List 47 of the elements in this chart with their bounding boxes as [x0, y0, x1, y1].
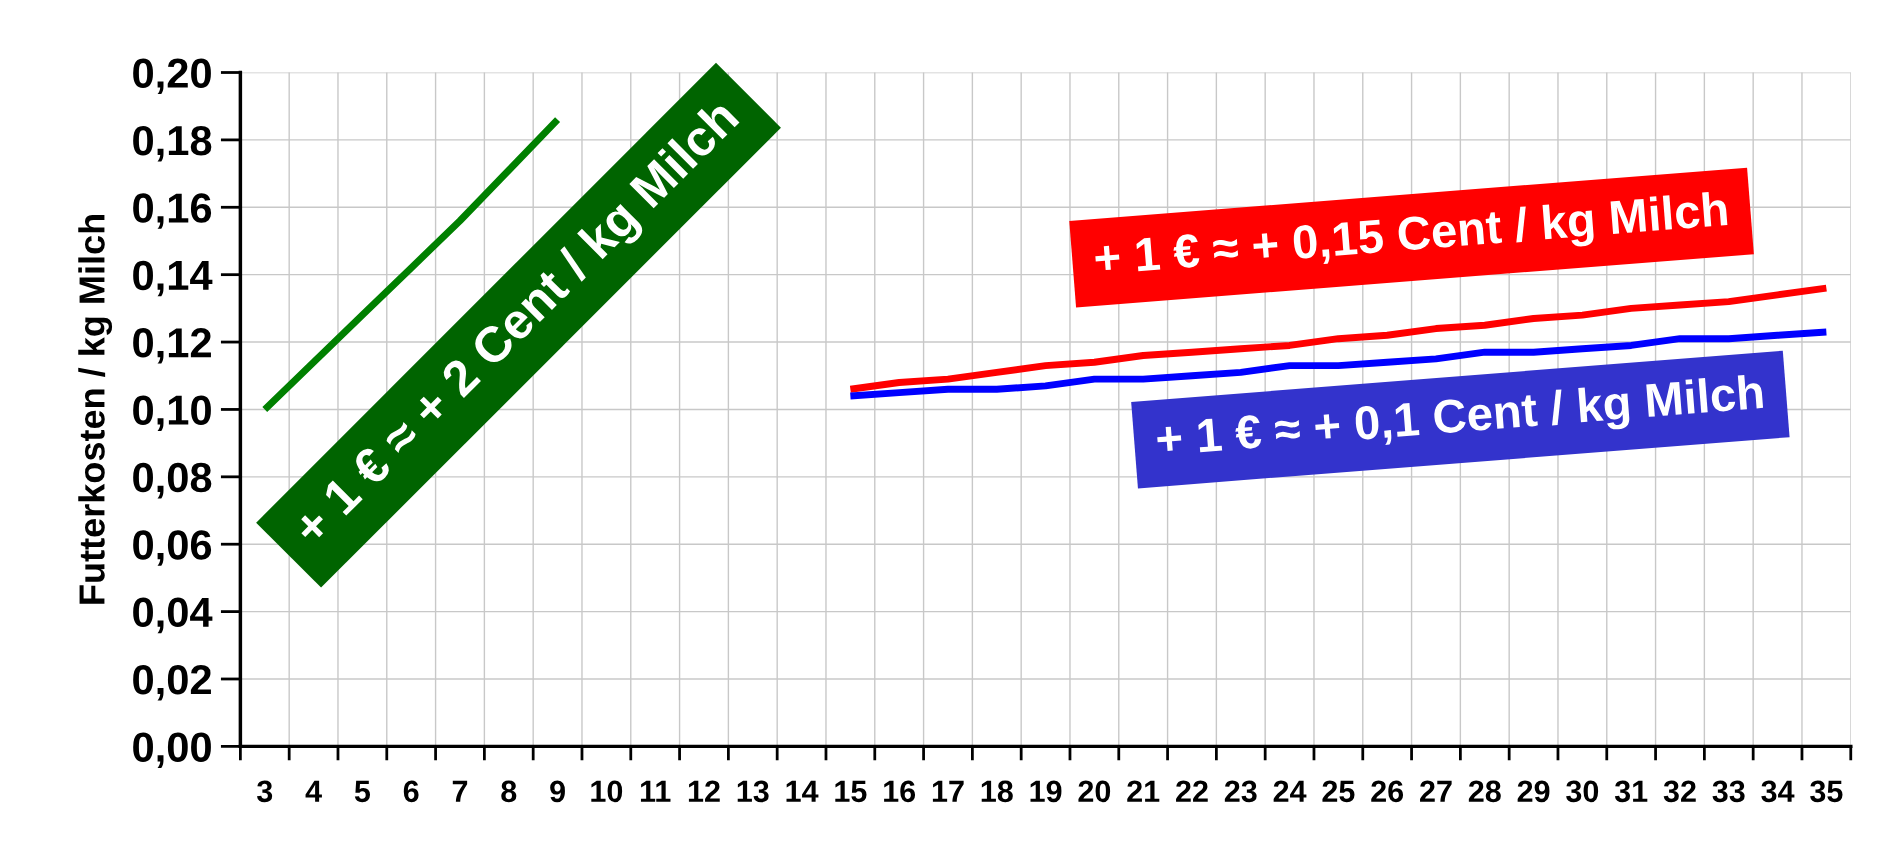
x-tick-label: 30: [1566, 780, 1599, 803]
x-tick-label: 16: [884, 780, 916, 803]
x-tick-label: 27: [1420, 780, 1452, 802]
x-tick-label: 32: [1663, 780, 1696, 803]
x-tick-label: 11: [640, 780, 671, 802]
x-tick-label: 29: [1517, 780, 1550, 803]
x-tick-label: 10: [591, 780, 623, 803]
x-tick-label: 6: [403, 780, 419, 803]
x-tick-label: 18: [981, 780, 1013, 803]
y-axis-title: Futterkosten / kg Milch: [78, 215, 113, 604]
y-tick-label: 0,18: [133, 125, 212, 162]
x-tick-label: 4: [305, 780, 322, 802]
x-tick-label: 14: [786, 780, 819, 802]
x-tick-label: 35: [1810, 780, 1843, 803]
annotation: + 1 € ≈ + 0,15 Cent / kg Milch: [1094, 190, 1729, 285]
x-tick-label: 12: [688, 780, 720, 802]
x-tick-label: 20: [1078, 780, 1111, 803]
y-tick-label: 0,20: [133, 58, 211, 95]
y-tick-label: 0,16: [133, 193, 212, 229]
y-tick-label: 0,02: [133, 664, 211, 701]
x-tick-label: 23: [1224, 780, 1257, 803]
y-tick-label: 0,06: [133, 530, 212, 566]
x-tick-label: 19: [1030, 780, 1062, 803]
x-tick-label: 9: [550, 780, 565, 803]
x-tick-label: 34: [1761, 780, 1795, 803]
x-tick-label: 13: [737, 780, 769, 803]
x-tick-label: 5: [354, 780, 371, 803]
x-tick-label: 25: [1322, 780, 1355, 803]
x-tick-label: 24: [1273, 780, 1307, 802]
x-tick-label: 15: [835, 780, 867, 803]
y-tick-label: 0,00: [133, 732, 211, 768]
y-tick-label: 0,12: [133, 328, 211, 364]
y-tick-label: 0,10: [133, 395, 211, 431]
x-tick-label: 33: [1712, 780, 1745, 803]
y-tick-label: 0,04: [133, 597, 213, 634]
x-tick-label: 21: [1127, 780, 1160, 802]
x-tick-label: 26: [1371, 780, 1404, 803]
x-tick-label: 28: [1468, 780, 1501, 803]
annotation: + 1 € ≈ + 0,1 Cent / kg Milch: [1155, 373, 1764, 466]
x-tick-label: 7: [452, 780, 468, 802]
x-tick-label: 8: [501, 780, 517, 803]
x-tick-label: 31: [1614, 780, 1648, 803]
y-tick-label: 0,14: [133, 260, 213, 297]
x-tick-label: 22: [1176, 780, 1208, 802]
y-tick-label: 0,08: [133, 462, 212, 499]
x-tick-label: 3: [256, 780, 273, 803]
x-tick-label: 17: [932, 780, 964, 802]
